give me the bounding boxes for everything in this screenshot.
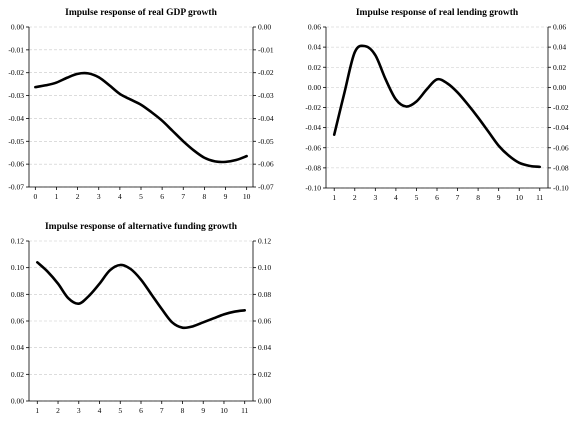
x-tick-label: 3: [97, 192, 101, 201]
y-tick-label-right: 0.02: [258, 370, 271, 379]
y-tick-label-right: -0.06: [553, 143, 569, 152]
x-tick-label: 4: [98, 406, 102, 415]
y-tick-label-left: 0.06: [11, 317, 24, 326]
x-tick-label: 11: [536, 193, 543, 202]
y-tick-label-right: -0.03: [258, 91, 274, 100]
y-tick-label-right: -0.02: [553, 103, 569, 112]
y-tick-label-right: 0.04: [553, 43, 566, 52]
chart-panel-1: Impulse response of real GDP growth 0.00 0…: [8, 8, 273, 201]
x-tick-label: 8: [476, 193, 480, 202]
y-tick-label-right: 0.00: [258, 397, 271, 406]
x-tick-label: 9: [497, 193, 501, 202]
y-tick-label-left: 0.00: [11, 23, 24, 32]
y-tick-label-right: 0.08: [258, 290, 271, 299]
y-tick-label-left: 0.00: [308, 83, 321, 92]
y-tick-label-right: -0.04: [553, 123, 569, 132]
y-tick-label-right: 0.06: [258, 317, 271, 326]
y-tick-label-right: -0.10: [553, 184, 569, 193]
y-tick-label-right: -0.04: [258, 114, 274, 123]
y-tick-label-right: 0.02: [553, 63, 566, 72]
series-line-1: [332, 44, 542, 169]
chart-title: Impulse response of alternative funding …: [45, 222, 238, 232]
chart-panel-3: Impulse response of alternative funding …: [11, 222, 272, 415]
x-tick-label: 10: [515, 193, 523, 202]
x-tick-label: 7: [456, 193, 460, 202]
y-tick-label-left: -0.02: [305, 103, 321, 112]
y-tick-label-right: -0.07: [258, 183, 274, 192]
y-tick-label-left: 0.12: [11, 237, 24, 246]
chart-title: Impulse response of real GDP growth: [65, 8, 217, 18]
y-tick-label-left: -0.07: [8, 183, 24, 192]
y-tick-label-left: -0.03: [8, 91, 24, 100]
x-tick-label: 7: [181, 192, 185, 201]
x-tick-label: 4: [394, 193, 398, 202]
y-tick-label-right: -0.05: [258, 137, 274, 146]
y-tick-label-left: 0.06: [308, 23, 321, 32]
y-tick-label-left: 0.04: [11, 343, 24, 352]
x-tick-label: 7: [160, 406, 164, 415]
y-tick-label-left: -0.02: [8, 68, 24, 77]
x-tick-label: 5: [139, 192, 143, 201]
x-tick-label: 1: [332, 193, 336, 202]
chart-panel-2: Impulse response of real lending growth 0…: [305, 8, 568, 202]
x-tick-label: 10: [243, 192, 251, 201]
y-tick-label-left: -0.06: [305, 143, 321, 152]
x-tick-label: 0: [33, 192, 37, 201]
x-tick-label: 2: [353, 193, 357, 202]
y-tick-label-right: 0.00: [553, 83, 566, 92]
x-tick-label: 5: [118, 406, 122, 415]
x-tick-label: 8: [181, 406, 185, 415]
x-tick-label: 9: [201, 406, 205, 415]
x-tick-label: 2: [56, 406, 60, 415]
y-tick-label-left: -0.04: [305, 123, 321, 132]
y-tick-label-right: -0.08: [553, 163, 569, 172]
y-tick-label-right: 0.10: [258, 263, 271, 272]
x-tick-label: 6: [139, 406, 143, 415]
x-tick-label: 8: [203, 192, 207, 201]
y-tick-label-right: -0.01: [258, 45, 274, 54]
y-tick-label-left: 0.04: [308, 43, 321, 52]
x-tick-label: 5: [415, 193, 419, 202]
x-tick-label: 11: [241, 406, 248, 415]
y-tick-label-right: 0.06: [553, 23, 566, 32]
x-tick-label: 3: [373, 193, 377, 202]
x-tick-label: 3: [77, 406, 81, 415]
chart-title: Impulse response of real lending growth: [356, 8, 519, 18]
y-tick-label-left: 0.00: [11, 397, 24, 406]
y-tick-label-left: -0.10: [305, 184, 321, 193]
x-tick-label: 1: [35, 406, 39, 415]
y-tick-label-left: -0.06: [8, 160, 24, 169]
y-tick-label-left: -0.05: [8, 137, 24, 146]
series-line-1: [34, 71, 248, 164]
x-tick-label: 9: [224, 192, 228, 201]
y-tick-label-right: 0.12: [258, 237, 271, 246]
x-tick-label: 1: [55, 192, 59, 201]
y-tick-label-left: -0.04: [8, 114, 24, 123]
y-tick-label-right: -0.06: [258, 160, 274, 169]
series-line-1: [36, 261, 246, 330]
x-tick-label: 6: [435, 193, 439, 202]
y-tick-label-left: 0.08: [11, 290, 24, 299]
y-tick-label-left: 0.10: [11, 263, 24, 272]
y-tick-label-left: 0.02: [308, 63, 321, 72]
y-tick-label-left: -0.01: [8, 45, 24, 54]
y-tick-label-right: -0.02: [258, 68, 274, 77]
x-tick-label: 2: [76, 192, 80, 201]
y-tick-label-left: 0.02: [11, 370, 24, 379]
x-tick-label: 10: [220, 406, 228, 415]
y-tick-label-right: 0.04: [258, 343, 271, 352]
y-tick-label-left: -0.08: [305, 163, 321, 172]
y-tick-label-right: 0.00: [258, 23, 271, 32]
x-tick-label: 4: [118, 192, 122, 201]
x-tick-label: 6: [160, 192, 164, 201]
